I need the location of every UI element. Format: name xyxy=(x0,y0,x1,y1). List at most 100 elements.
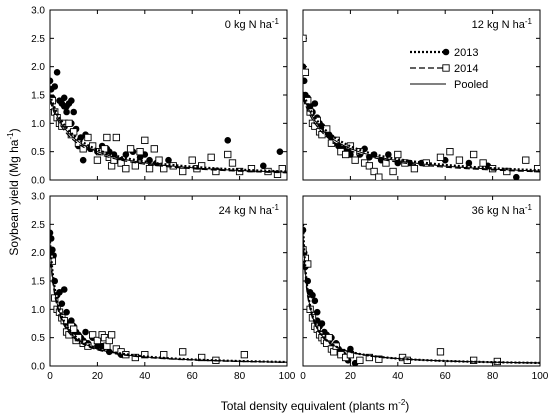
point-2013 xyxy=(311,297,319,305)
point-2014 xyxy=(84,133,92,142)
point-2014 xyxy=(436,348,445,356)
point-2013 xyxy=(318,320,326,327)
point-2014 xyxy=(84,342,92,350)
point-2014 xyxy=(70,325,78,333)
x-tick-label: 60 xyxy=(187,371,199,382)
point-2013 xyxy=(53,69,61,76)
point-2014 xyxy=(351,156,359,164)
y-tick-label: 1.5 xyxy=(31,91,45,102)
point-2014 xyxy=(70,128,78,136)
point-2014 xyxy=(365,162,374,170)
point-2014 xyxy=(126,145,135,153)
x-tick-label: 100 xyxy=(279,371,296,382)
panel-label: 36 kg N ha-1 xyxy=(472,203,533,217)
point-2014 xyxy=(479,159,487,167)
point-2014 xyxy=(469,150,478,159)
point-2014 xyxy=(303,34,307,42)
legend-marker xyxy=(442,64,450,72)
fit-line-2013 xyxy=(303,91,540,172)
point-2014 xyxy=(370,167,378,176)
x-tick-label: 40 xyxy=(392,371,404,382)
x-tick-label: 60 xyxy=(440,371,452,382)
fit-line-2014 xyxy=(303,97,540,173)
point-2014 xyxy=(446,148,454,156)
point-2013 xyxy=(309,291,316,299)
point-2013 xyxy=(303,63,307,70)
panel-label-main: 36 kg N ha xyxy=(472,205,526,217)
plot-area xyxy=(50,69,287,178)
point-2014 xyxy=(346,142,355,150)
y-tick-label: 1.0 xyxy=(31,119,45,130)
y-tick-label: 0.0 xyxy=(31,362,45,373)
panel-label: 12 kg N ha-1 xyxy=(472,17,533,31)
point-2014 xyxy=(89,331,97,339)
panel-label-exp: -1 xyxy=(272,203,280,212)
y-tick-label: 3.0 xyxy=(31,192,45,203)
point-2013 xyxy=(60,286,68,293)
point-2013 xyxy=(50,246,56,254)
panel-label-exp: -1 xyxy=(525,203,533,212)
panel-4: 0 20 40 60 80 100 36 kg N ha-1 xyxy=(300,195,549,382)
panel-label: 24 kg N ha-1 xyxy=(219,203,280,217)
point-2014 xyxy=(469,356,478,364)
point-2014 xyxy=(240,351,248,359)
y-tick-label: 3.0 xyxy=(31,6,45,17)
point-2014 xyxy=(93,156,102,164)
legend-label: 2014 xyxy=(454,63,478,75)
panel-label-main: 24 kg N ha xyxy=(219,205,273,217)
point-2013 xyxy=(82,328,89,336)
point-2014 xyxy=(342,150,350,159)
fit-line-Pooled xyxy=(303,232,540,364)
y-axis-title-close: ) xyxy=(7,128,21,132)
point-2013 xyxy=(70,108,77,116)
legend-label: Pooled xyxy=(454,79,488,91)
panel-label: 0 kg N ha-1 xyxy=(225,17,280,31)
y-tick-label: 0.5 xyxy=(31,333,45,344)
point-2013 xyxy=(79,156,87,164)
plot-area xyxy=(50,229,287,364)
point-2013 xyxy=(146,156,153,164)
point-2014 xyxy=(145,165,154,173)
point-2013 xyxy=(122,151,130,158)
x-tick-label: 80 xyxy=(487,371,499,382)
y-axis-title: Soybean yield (Mg ha-1) xyxy=(6,128,21,255)
point-2014 xyxy=(136,148,144,156)
point-2014 xyxy=(117,159,125,167)
panel-label-main: 12 kg N ha xyxy=(472,19,526,31)
point-2014 xyxy=(455,156,464,164)
point-2014 xyxy=(375,173,383,180)
point-2014 xyxy=(323,125,331,133)
x-axis-title-main: Total density equivalent (plants m xyxy=(221,399,398,413)
point-2014 xyxy=(131,353,139,362)
point-2013 xyxy=(77,134,85,141)
point-2013 xyxy=(224,137,232,144)
point-2014 xyxy=(65,119,73,127)
point-2013 xyxy=(311,100,319,107)
legend-marker xyxy=(442,48,450,56)
point-2013 xyxy=(68,317,75,324)
point-2014 xyxy=(93,336,102,345)
y-tick-label: 1.5 xyxy=(31,277,45,288)
x-axis-title-close: ) xyxy=(405,399,409,413)
point-2014 xyxy=(103,133,111,142)
point-2013 xyxy=(50,229,54,237)
point-2014 xyxy=(179,167,187,176)
point-2013 xyxy=(313,308,321,316)
point-2014 xyxy=(107,331,116,339)
point-2013 xyxy=(63,308,70,316)
fit-line-2013 xyxy=(50,94,287,173)
point-2014 xyxy=(79,145,87,153)
point-2013 xyxy=(165,156,172,164)
y-tick-label: 2.0 xyxy=(31,248,45,259)
fit-line-Pooled xyxy=(303,94,540,172)
point-2013 xyxy=(465,159,473,167)
point-2014 xyxy=(493,357,501,366)
point-2013 xyxy=(56,289,63,296)
y-tick-label: 2.5 xyxy=(31,220,45,231)
plot-frame xyxy=(302,195,541,367)
point-2013 xyxy=(50,77,54,85)
point-2013 xyxy=(51,83,59,90)
x-tick-label: 40 xyxy=(139,371,151,382)
point-2013 xyxy=(60,94,68,102)
